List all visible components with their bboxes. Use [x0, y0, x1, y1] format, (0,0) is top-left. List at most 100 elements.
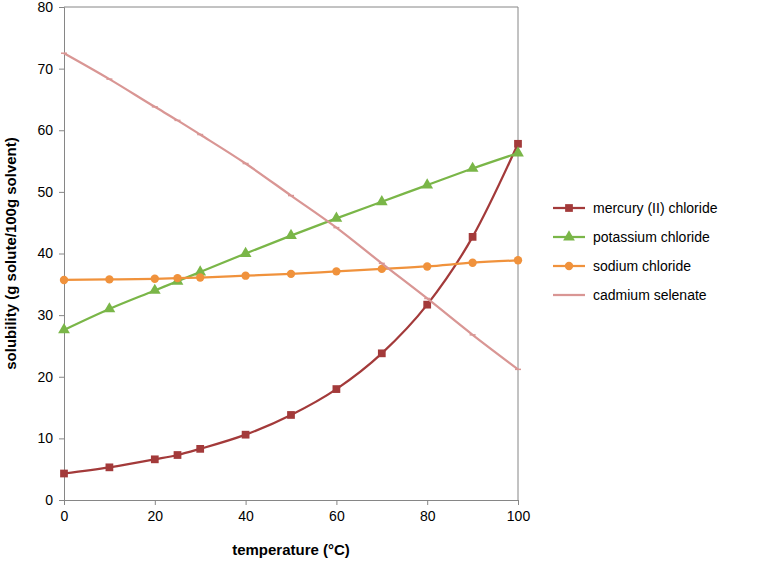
series-marker — [378, 349, 386, 357]
tick: 60 — [329, 500, 345, 524]
series-marker — [470, 334, 476, 336]
x-axis: 0 20 40 60 80 100 — [61, 500, 531, 524]
series-marker — [468, 259, 476, 267]
chart: 02040608010001020304050607080temperature… — [0, 0, 768, 563]
series-marker — [287, 270, 295, 278]
y-axis: 01020304050607080 — [37, 0, 64, 508]
series-marker — [172, 274, 184, 284]
tick-mark — [59, 69, 64, 70]
series-marker — [333, 385, 341, 393]
series-marker — [515, 369, 521, 371]
legend-marker — [565, 262, 573, 270]
frame — [518, 7, 519, 500]
series-marker — [332, 267, 340, 275]
series-marker — [242, 431, 250, 439]
legend-label: mercury (II) chloride — [593, 200, 718, 216]
legend: mercury (II) chloride potassium chloride s… — [553, 200, 718, 303]
series-marker — [331, 212, 343, 222]
tick-label: 10 — [37, 430, 53, 446]
tick-label: 70 — [37, 61, 53, 77]
series-marker — [196, 273, 204, 281]
series-marker — [60, 276, 68, 284]
tick-label: 20 — [37, 369, 53, 385]
series-line — [64, 53, 518, 369]
tick: 80 — [37, 0, 64, 15]
legend-item: potassium chloride — [553, 229, 710, 245]
tick: 80 — [420, 500, 436, 524]
tick-mark — [59, 438, 64, 439]
legend-marker — [563, 230, 575, 240]
series-marker — [467, 162, 479, 172]
tick: 20 — [148, 500, 164, 524]
series-line — [64, 153, 518, 330]
tick: 40 — [238, 500, 254, 524]
tick-label: 20 — [148, 508, 164, 524]
tick-mark — [59, 130, 64, 131]
series-marker — [106, 463, 114, 471]
legend-marker — [566, 294, 572, 296]
series-marker — [197, 134, 203, 136]
tick-mark — [59, 500, 64, 501]
tick: 20 — [37, 369, 64, 385]
legend-label: cadmium selenate — [593, 287, 707, 303]
series-marker — [376, 195, 388, 205]
series-marker — [469, 233, 477, 241]
series-marker — [421, 178, 433, 188]
series-marker — [151, 455, 159, 463]
tick-mark — [59, 377, 64, 378]
tick-label: 80 — [420, 508, 436, 524]
tick-mark — [59, 254, 64, 255]
tick-label: 60 — [329, 508, 345, 524]
tick-label: 40 — [238, 508, 254, 524]
series-marker — [196, 445, 204, 453]
legend-label: potassium chloride — [593, 229, 710, 245]
legend-item: mercury (II) chloride — [553, 200, 718, 216]
tick-mark — [59, 192, 64, 193]
legend-label: sodium chloride — [593, 258, 691, 274]
series-marker — [149, 284, 161, 294]
series-marker — [152, 106, 158, 108]
y-axis-title: solubility (g solute/100g solvent) — [2, 137, 19, 370]
series-marker — [514, 256, 522, 264]
tick: 100 — [507, 500, 531, 524]
series-marker — [512, 146, 524, 156]
tick-label: 60 — [37, 122, 53, 138]
tick-label: 0 — [45, 492, 53, 508]
tick: 0 — [45, 492, 64, 508]
series-marker — [424, 298, 430, 300]
series-marker — [175, 120, 181, 122]
tick-label: 0 — [61, 508, 69, 524]
tick-mark — [59, 315, 64, 316]
series-marker — [241, 272, 249, 280]
tick: 60 — [37, 122, 64, 138]
legend-swatch — [553, 294, 585, 296]
tick: 0 — [61, 500, 69, 524]
series-marker — [285, 229, 297, 239]
series-marker — [174, 451, 182, 459]
axis-line — [65, 501, 519, 506]
series-marker — [61, 52, 67, 54]
tick-mark — [427, 500, 428, 505]
tick-label: 40 — [37, 245, 53, 261]
frame — [64, 7, 518, 8]
legend-item: cadmium selenate — [553, 287, 707, 303]
tick-mark — [59, 7, 64, 8]
plot: 02040608010001020304050607080 — [37, 0, 530, 524]
series-marker — [333, 227, 339, 229]
tick: 70 — [37, 61, 64, 77]
tick-mark — [155, 500, 156, 505]
series-marker — [60, 470, 68, 478]
series-marker — [104, 302, 116, 312]
series-marker — [379, 263, 385, 265]
tick: 50 — [37, 184, 64, 200]
legend-marker — [565, 204, 573, 212]
legend-item: sodium chloride — [553, 258, 691, 274]
series-marker — [287, 411, 295, 419]
series-marker — [58, 323, 70, 333]
tick-label: 50 — [37, 184, 53, 200]
series-marker — [106, 78, 112, 80]
tick-label: 100 — [507, 508, 531, 524]
tick: 10 — [37, 430, 64, 446]
axis-line — [59, 8, 65, 501]
series-line — [64, 144, 518, 474]
